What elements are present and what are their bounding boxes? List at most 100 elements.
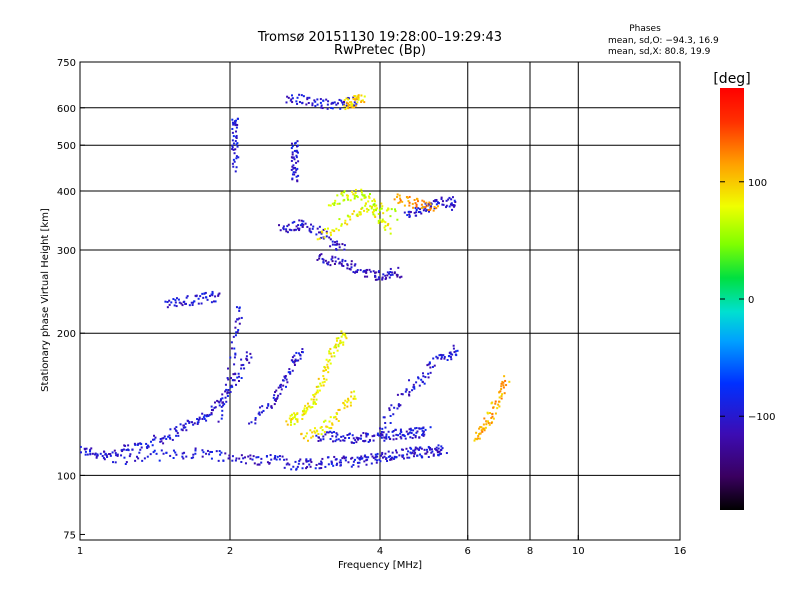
echo-point [291,221,294,224]
echo-point [325,358,328,361]
echo-point [321,381,324,384]
echo-point [436,451,439,454]
echo-point [294,414,297,417]
echo-point [320,232,323,235]
echo-point [353,197,356,200]
echo-point [109,454,112,457]
echo-point [434,199,437,202]
echo-point [293,158,296,161]
echo-point [342,341,345,344]
chart-subtitle: RwPretec (Bp) [334,43,426,58]
echo-point [207,414,210,417]
echo-point [284,375,287,378]
echo-point [413,211,416,214]
echo-point [84,448,87,451]
echo-point [186,295,189,298]
echo-point [315,391,318,394]
echo-point [496,407,499,410]
echo-point [338,461,341,464]
echo-point [388,407,391,410]
echo-point [233,379,236,382]
echo-point [205,296,208,299]
echo-point [311,406,314,409]
echo-point [295,154,298,157]
echo-point [428,361,431,364]
echo-point [331,240,334,243]
echo-point [168,434,171,437]
echo-point [116,453,119,456]
echo-point [168,299,171,302]
echo-point [233,347,236,350]
echo-point [451,353,454,356]
echo-point [388,409,391,412]
echo-point [286,95,289,98]
echo-point [422,375,425,378]
echo-point [343,190,346,193]
echo-point [234,122,237,125]
echo-point [339,459,342,462]
echo-point [326,103,329,106]
echo-point [360,94,363,97]
echo-point [377,220,380,223]
echo-point [478,437,481,440]
echo-point [240,454,243,457]
echo-point [352,193,355,196]
echo-point [266,461,269,464]
echo-point [385,437,388,440]
echo-point [208,294,211,297]
echo-point [364,202,367,205]
echo-point [361,206,364,209]
echo-point [314,105,317,108]
echo-point [255,456,258,459]
echo-point [292,167,295,170]
echo-point [502,381,505,384]
echo-point [500,397,503,400]
echo-point [314,467,317,470]
echo-point [218,404,221,407]
x-tick-label: 6 [465,546,471,557]
echo-point [385,433,388,436]
echo-point [453,350,456,353]
echo-point [238,457,241,460]
echo-point [268,462,271,465]
echo-point [301,102,304,105]
echo-point [168,436,171,439]
echo-point [188,421,191,424]
echo-point [479,426,482,429]
echo-point [351,212,354,215]
echo-point [420,455,423,458]
echo-point [274,391,277,394]
echo-point [343,457,346,460]
echo-point [374,215,377,218]
echo-point [337,419,340,422]
echo-point [174,451,177,454]
echo-point [445,204,448,207]
echo-point [234,140,237,143]
echo-point [231,139,234,142]
echo-point [341,194,344,197]
echo-point [235,331,238,334]
echo-point [120,454,123,457]
echo-point [292,465,295,468]
echo-point [338,342,341,345]
echo-point [234,326,237,329]
echo-point [235,157,238,160]
echo-point [319,426,322,429]
echo-point [337,343,340,346]
echo-point [109,453,112,456]
echo-point [311,104,314,107]
echo-point [485,420,488,423]
echo-point [405,447,408,450]
echo-point [302,413,305,416]
echo-point [373,208,376,211]
echo-point [346,223,349,226]
y-axis-label: Stationary phase Virtual Height [km] [40,208,51,392]
echo-point [316,98,319,101]
echo-point [338,202,341,205]
echo-point [387,455,390,458]
echo-point [199,295,202,298]
echo-point [197,302,200,305]
echo-point [171,438,174,441]
echo-point [285,101,288,104]
echo-point [425,448,428,451]
